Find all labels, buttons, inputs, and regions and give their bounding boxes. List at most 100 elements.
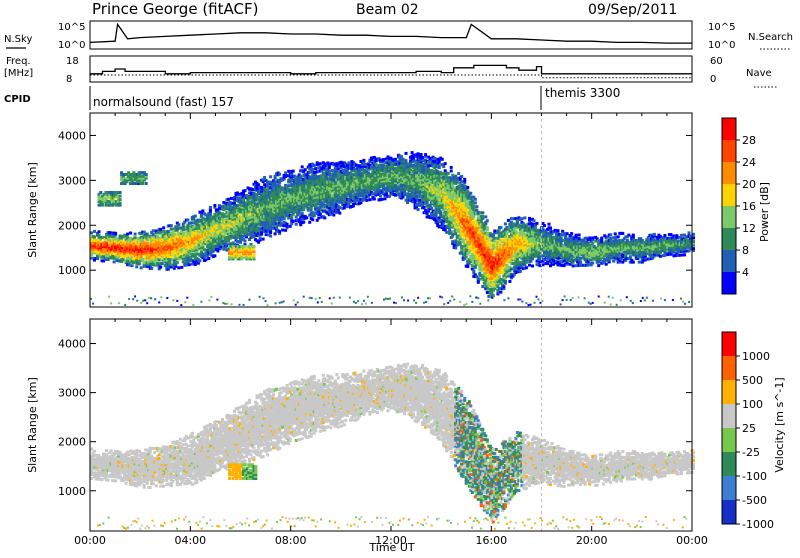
power-cell — [359, 160, 362, 163]
power-cell — [152, 229, 155, 232]
power-cell — [379, 159, 382, 162]
power-cell — [170, 224, 173, 227]
power-cell — [424, 209, 427, 212]
power-cell — [140, 266, 143, 269]
power-cell — [474, 201, 477, 204]
power-cell — [371, 192, 374, 195]
power-cell — [277, 190, 280, 193]
power-cell — [126, 233, 129, 236]
power-cell — [486, 219, 489, 222]
power-cell — [301, 165, 304, 168]
power-cell — [405, 159, 408, 162]
power-cell — [368, 198, 371, 201]
power-cell — [412, 154, 415, 157]
power-cell — [304, 168, 307, 171]
power-cell — [445, 175, 448, 178]
power-cell — [466, 186, 469, 189]
power-cell — [281, 229, 284, 232]
noise-panel: N.Sky 10^5 10^0 10^5 10^0 N.Search — [4, 21, 793, 51]
power-cell — [204, 258, 207, 261]
power-cell — [472, 270, 475, 273]
power-cell — [406, 201, 409, 204]
power-cell — [230, 197, 233, 200]
power-cell — [301, 212, 304, 215]
power-cell — [295, 223, 298, 226]
power-cell — [374, 163, 377, 166]
power-cell — [158, 258, 161, 261]
power-cell — [93, 230, 96, 233]
power-cell — [236, 240, 239, 243]
power-cell — [134, 233, 137, 236]
noise-panel-frame — [90, 21, 692, 49]
power-cell — [442, 176, 445, 179]
power-cell — [460, 180, 463, 183]
power-cell — [332, 214, 335, 217]
power-cell — [269, 235, 272, 238]
power-cell — [450, 170, 453, 173]
power-cell — [203, 248, 206, 251]
power-cell — [287, 184, 290, 187]
cpid-program-2: themis 3300 — [545, 86, 620, 100]
power-cell — [382, 158, 385, 161]
power-cell — [262, 238, 265, 241]
power-cell — [98, 230, 101, 233]
power-cell — [305, 216, 308, 219]
power-cell — [384, 165, 387, 168]
power-cell — [462, 238, 465, 241]
power-cell — [292, 170, 295, 173]
power-cell — [161, 262, 164, 265]
power-cell — [454, 247, 457, 250]
power-cell — [311, 211, 314, 214]
freq-panel: Freq. [MHz] 18 8 60 0 Nave — [4, 56, 778, 87]
power-cell — [302, 221, 305, 224]
power-cell — [177, 223, 180, 226]
power-cell — [207, 257, 210, 260]
power-cell — [433, 157, 436, 160]
cpid-program-1: normalsound (fast) 157 — [93, 95, 234, 109]
power-cell — [481, 215, 484, 218]
power-cell — [221, 212, 224, 215]
power-cell — [374, 158, 377, 161]
power-cell — [471, 199, 474, 202]
power-cell — [159, 266, 162, 269]
power-cell — [328, 170, 331, 173]
power-cell — [263, 176, 266, 179]
power-cell — [286, 174, 289, 177]
power-cell — [326, 162, 329, 165]
power-cell — [198, 211, 201, 214]
power-cell — [244, 240, 247, 243]
power-cell — [415, 195, 418, 198]
power-cell — [430, 207, 433, 210]
power-cell — [159, 228, 162, 231]
power-cell — [331, 169, 334, 172]
power-cell — [150, 267, 153, 270]
power-cell — [191, 221, 194, 224]
nsky-label: N.Sky — [4, 34, 32, 45]
power-cell — [213, 254, 216, 257]
power-cell — [209, 206, 212, 209]
power-cell — [445, 231, 448, 234]
power-cell — [131, 264, 134, 267]
power-cell — [186, 218, 189, 221]
power-cell — [314, 167, 317, 170]
power-cell — [177, 232, 180, 235]
power-cell — [367, 172, 370, 175]
freq-series-line — [90, 65, 692, 73]
power-cell — [311, 168, 314, 171]
power-cell — [204, 213, 207, 216]
power-cell — [441, 158, 444, 161]
power-cell — [338, 206, 341, 209]
power-cell — [394, 194, 397, 197]
power-cell — [213, 204, 216, 207]
power-cell — [457, 172, 460, 175]
power-cell — [102, 259, 105, 262]
power-cell — [319, 213, 322, 216]
power-cell — [99, 236, 102, 239]
nsearch-tick-bottom: 10^0 — [708, 40, 735, 51]
nave-tick-top: 60 — [710, 56, 723, 67]
power-cell — [180, 248, 183, 251]
power-cell — [475, 205, 478, 208]
power-cell — [289, 225, 292, 228]
power-cell — [283, 224, 286, 227]
